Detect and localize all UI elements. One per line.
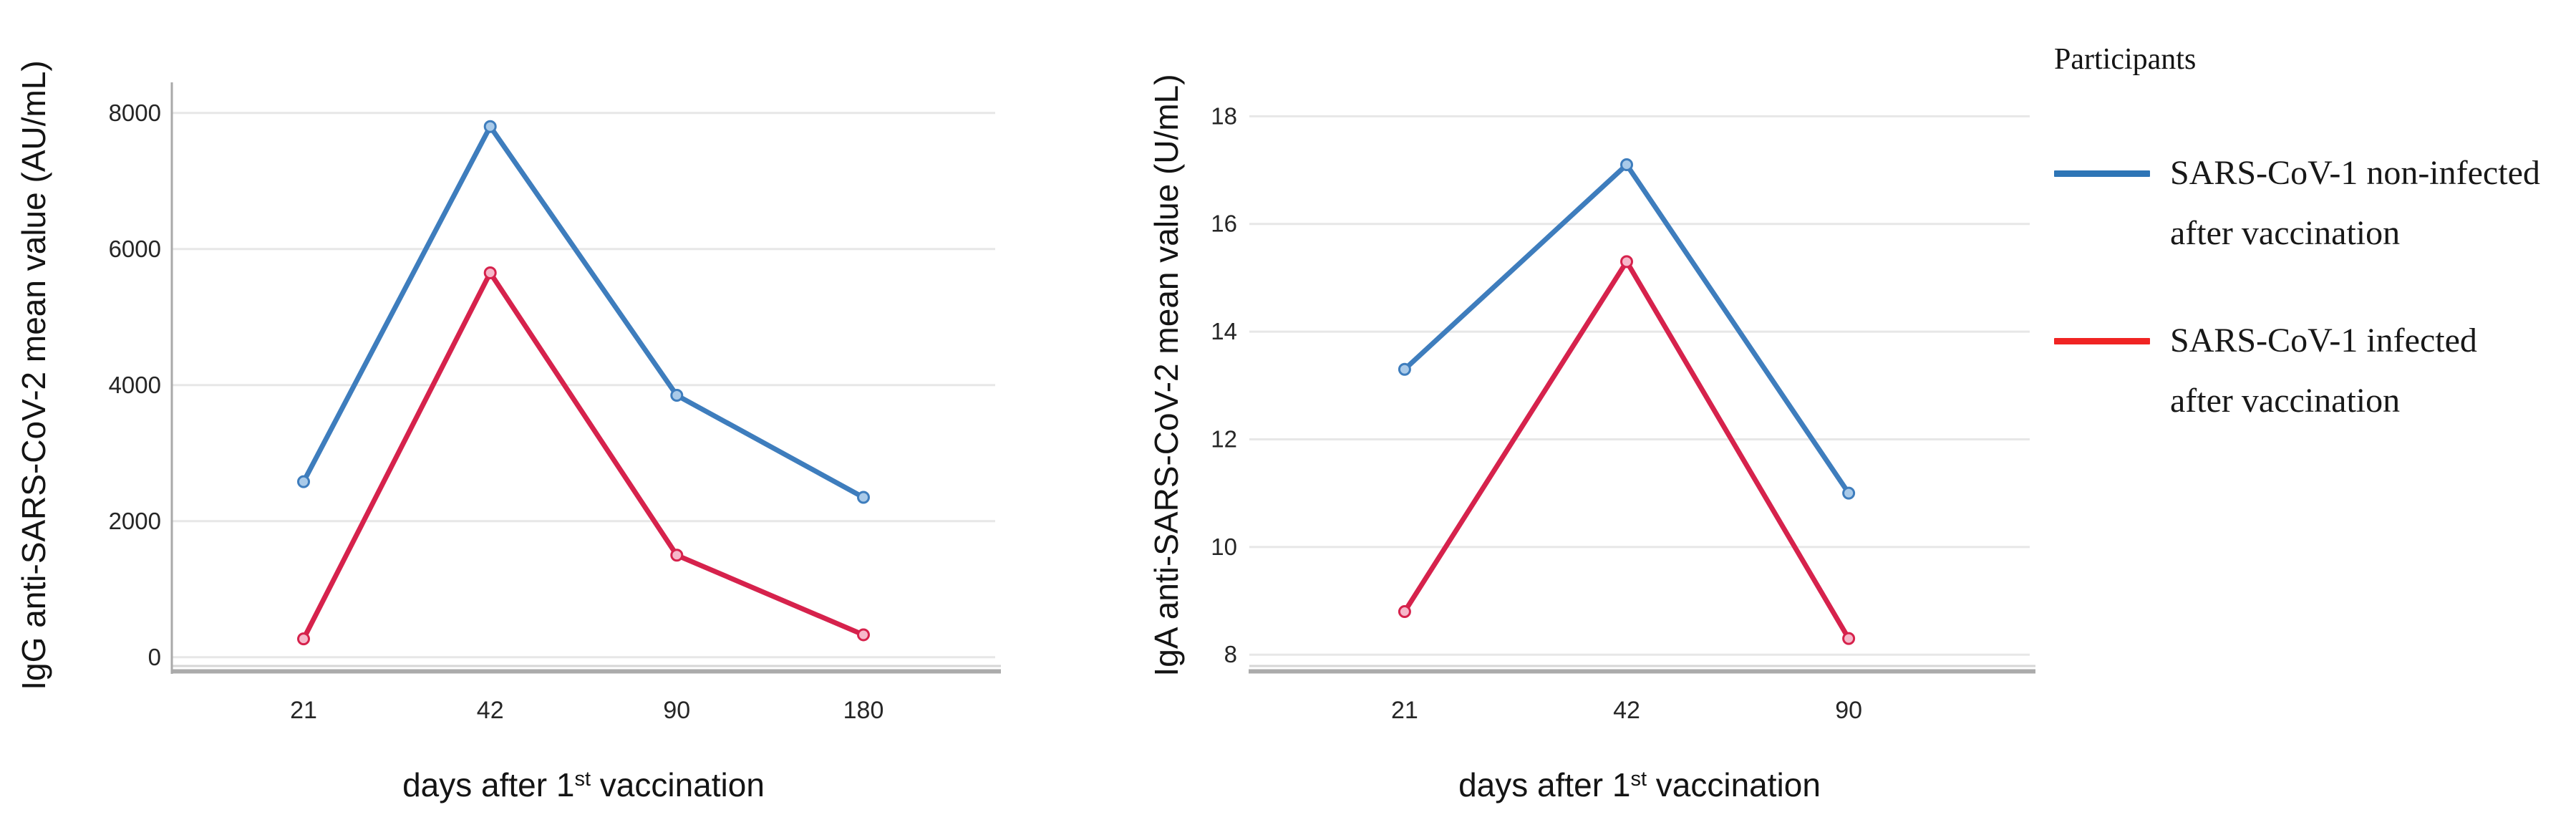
legend-line-swatch-non-infected xyxy=(2054,170,2150,178)
data-point-non-infected xyxy=(1620,158,1634,172)
y-tick-label: 4000 xyxy=(109,372,161,398)
data-point-infected xyxy=(1398,605,1411,619)
legend-item-infected: SARS-CoV-1 infected after vaccination xyxy=(2054,311,2570,431)
data-point-non-infected xyxy=(1398,362,1411,376)
y-axis-title: IgA anti-SARS-CoV-2 mean value (U/mL) xyxy=(1148,74,1185,676)
y-tick-label: 6000 xyxy=(109,236,161,262)
x-tick-label: 42 xyxy=(1613,697,1640,724)
legend-item-non-infected: SARS-CoV-1 non-infected after vaccinatio… xyxy=(2054,143,2570,264)
data-point-non-infected xyxy=(670,389,684,402)
data-point-non-infected xyxy=(857,491,870,504)
x-tick-label: 90 xyxy=(1835,697,1862,724)
y-tick-label: 18 xyxy=(1211,102,1237,129)
y-tick-label: 0 xyxy=(148,644,161,670)
y-tick-label: 2000 xyxy=(109,508,161,534)
y-tick-label: 12 xyxy=(1211,425,1237,452)
x-tick-label: 21 xyxy=(1391,697,1418,724)
series-line-non-infected xyxy=(301,122,865,500)
legend-label-infected: SARS-CoV-1 infected after vaccination xyxy=(2170,322,2477,420)
x-tick-label: 180 xyxy=(843,697,884,724)
data-point-non-infected xyxy=(297,475,310,488)
x-axis-title: days after 1st vaccination xyxy=(402,766,765,803)
x-axis-title: days after 1st vaccination xyxy=(1458,766,1821,803)
y-tick-label: 14 xyxy=(1211,318,1237,344)
data-point-non-infected xyxy=(483,120,497,133)
y-tick-label: 16 xyxy=(1211,211,1237,237)
legend-title: Participants xyxy=(2054,43,2197,76)
x-tick-label: 42 xyxy=(477,697,504,724)
igg-chart-svg: 0 2000 4000 6000 8000 21 42 90 180 days after 1st… xyxy=(15,60,1001,803)
series-line-non-infected xyxy=(1403,160,1851,495)
data-point-infected xyxy=(1842,632,1856,645)
data-point-infected xyxy=(670,549,684,562)
legend-label-non-infected: SARS-CoV-1 non-infected after vaccinatio… xyxy=(2170,154,2540,253)
series-line-infected xyxy=(301,268,865,640)
data-point-infected xyxy=(857,628,870,642)
data-point-non-infected xyxy=(1842,486,1856,500)
legend-line-swatch-infected xyxy=(2054,338,2150,345)
legend: Participants SARS-CoV-1 non-infected aft… xyxy=(2054,42,2570,478)
y-axis-title: IgG anti-SARS-CoV-2 mean value (AU/mL) xyxy=(15,60,52,690)
x-tick-label: 21 xyxy=(290,697,317,724)
y-tick-label: 8000 xyxy=(109,100,161,126)
data-point-infected xyxy=(297,632,310,646)
data-point-infected xyxy=(483,266,497,280)
y-tick-label: 8 xyxy=(1224,641,1237,667)
iga-chart-svg: 8 10 12 14 16 18 21 42 90 days after 1st vaccinat… xyxy=(1148,74,2035,803)
x-tick-label: 90 xyxy=(663,697,690,724)
data-point-infected xyxy=(1620,255,1634,269)
y-tick-label: 10 xyxy=(1211,534,1237,560)
series-line-infected xyxy=(1402,256,1851,640)
